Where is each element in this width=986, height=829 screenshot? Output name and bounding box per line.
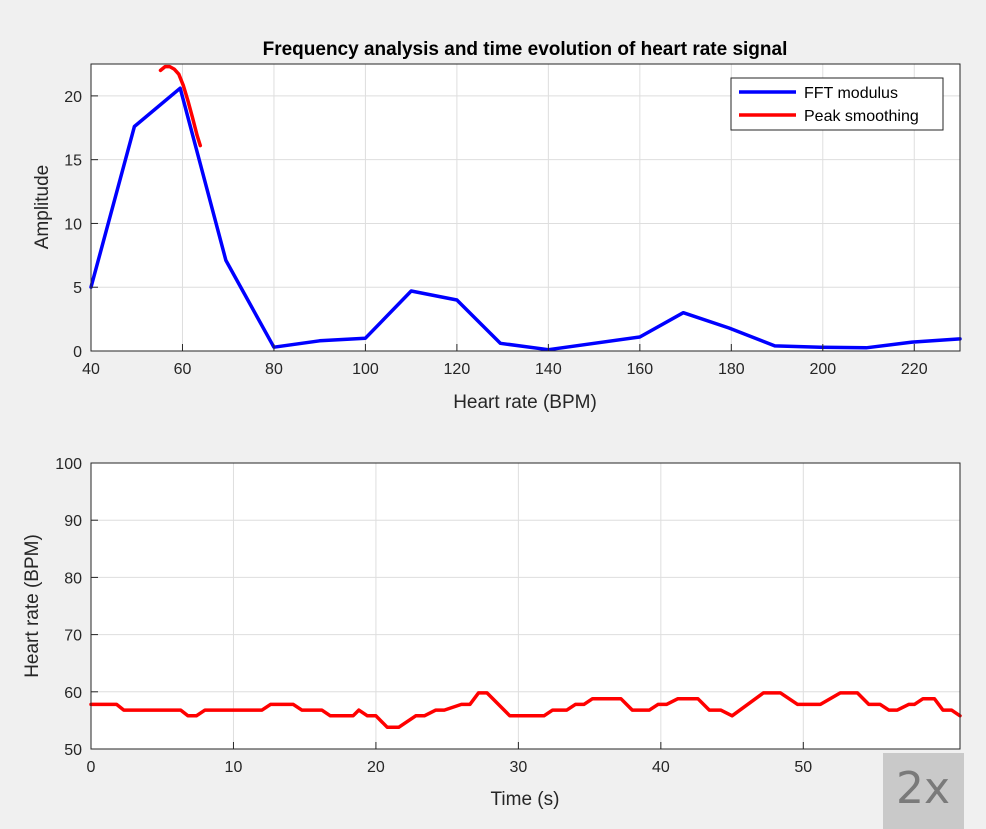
fft-y-tick-label: 20 [64, 89, 82, 106]
fft-y-tick-label: 5 [73, 280, 82, 297]
heart-rate-x-tick-label: 40 [652, 759, 670, 776]
fft-series-lines [89, 64, 962, 352]
fft-x-tick-label: 200 [809, 361, 836, 378]
fft-x-axis-label: Heart rate (BPM) [453, 392, 597, 413]
fft-x-tick-label: 60 [174, 361, 192, 378]
fft-x-tick-label: 220 [901, 361, 928, 378]
heart-rate-x-tick-label: 10 [225, 759, 243, 776]
fft-tick-labels: 40 60 80 100 120 140 160 180 200 220 0 5 10 15 20 [64, 89, 928, 378]
fft-x-tick-label: 100 [352, 361, 379, 378]
heart-rate-x-tick-label: 20 [367, 759, 385, 776]
zoom-badge-background [883, 753, 964, 829]
fft-x-tick-label: 180 [718, 361, 745, 378]
legend-label-peak-smoothing: Peak smoothing [804, 108, 919, 125]
heart-rate-y-tick-label: 50 [64, 742, 82, 759]
fft-x-tick-label: 140 [535, 361, 562, 378]
legend-box [730, 77, 944, 131]
heart-rate-y-tick-label: 70 [64, 628, 82, 645]
heart-rate-y-tick-label: 90 [64, 513, 82, 530]
heart-rate-series-line-series-0 [89, 691, 962, 730]
heart-rate-axes: 0 10 20 30 40 50 50 60 70 80 90 100 Time (s) Heart … [22, 456, 962, 810]
heart-rate-tick-labels: 0 10 20 30 40 50 50 60 70 80 90 100 [55, 456, 812, 776]
heart-rate-series-lines [89, 691, 962, 730]
legend-label-fft-modulus: FFT modulus [804, 85, 898, 102]
fft-axes: 40 60 80 100 120 140 160 180 200 220 0 5 10 15 20 Freq… [32, 39, 962, 413]
legend: FFT modulus Peak smoothing [730, 77, 944, 131]
heart-rate-x-tick-label: 0 [87, 759, 96, 776]
fft-series-line-peak-smoothing [158, 64, 203, 148]
fft-y-tick-label: 10 [64, 216, 82, 233]
fft-y-axis-label: Amplitude [32, 165, 53, 250]
fft-series-line-fft-modulus [89, 86, 962, 352]
zoom-badge[interactable]: 2x [883, 753, 964, 829]
heart-rate-y-tick-label: 80 [64, 570, 82, 587]
heart-rate-y-axis-label: Heart rate (BPM) [22, 534, 43, 678]
heart-rate-x-axis-label: Time (s) [491, 789, 560, 810]
fft-x-tick-label: 80 [265, 361, 283, 378]
fft-x-tick-label: 160 [626, 361, 653, 378]
heart-rate-x-tick-label: 50 [794, 759, 812, 776]
fft-x-tick-label: 120 [444, 361, 471, 378]
heart-rate-y-tick-label: 100 [55, 456, 82, 473]
heart-rate-y-tick-label: 60 [64, 685, 82, 702]
fft-y-tick-label: 15 [64, 153, 82, 170]
fft-x-tick-label: 40 [82, 361, 100, 378]
zoom-badge-label: 2x [896, 763, 950, 814]
chart-title: Frequency analysis and time evolution of… [263, 39, 788, 60]
heart-rate-plot-area [90, 462, 961, 750]
fft-y-tick-label: 0 [73, 344, 82, 361]
heart-rate-x-tick-label: 30 [509, 759, 527, 776]
